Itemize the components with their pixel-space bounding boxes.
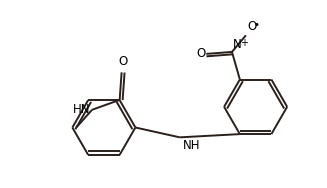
Text: O: O — [196, 47, 205, 60]
Text: NH: NH — [183, 139, 200, 152]
Text: +: + — [240, 38, 248, 48]
Text: O: O — [247, 20, 256, 33]
Text: O: O — [118, 55, 127, 68]
Text: •: • — [254, 20, 260, 30]
Text: N: N — [233, 38, 242, 51]
Text: HN: HN — [73, 103, 90, 116]
